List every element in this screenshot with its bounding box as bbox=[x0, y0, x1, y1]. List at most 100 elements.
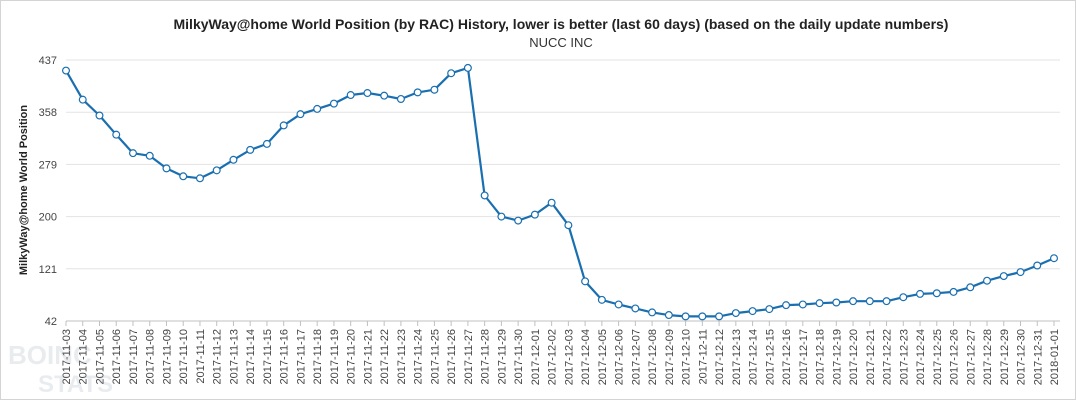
data-point bbox=[447, 69, 456, 78]
data-point bbox=[581, 277, 590, 286]
y-tick-label: 200 bbox=[39, 212, 57, 224]
svg-text:STATS: STATS bbox=[38, 371, 113, 396]
x-tick-label: 2017-12-02 bbox=[547, 329, 559, 385]
x-tick-label: 2017-11-24 bbox=[413, 329, 425, 384]
data-point bbox=[346, 91, 355, 100]
y-axis-label: MilkyWay@home World Position bbox=[18, 105, 30, 276]
chart-subtitle: NUCC INC bbox=[529, 35, 593, 50]
x-tick-label: 2017-11-23 bbox=[396, 329, 408, 384]
data-point bbox=[849, 297, 858, 306]
data-point bbox=[413, 88, 422, 97]
data-point bbox=[396, 94, 405, 103]
x-tick-label: 2017-11-29 bbox=[496, 329, 508, 384]
x-tick-label: 2017-12-27 bbox=[965, 329, 977, 385]
data-point bbox=[463, 63, 472, 72]
y-tick-label: 42 bbox=[45, 316, 57, 328]
x-tick-label: 2017-12-10 bbox=[681, 329, 693, 385]
data-point bbox=[112, 130, 121, 139]
x-tick-label: 2017-12-17 bbox=[798, 329, 810, 385]
data-point bbox=[162, 164, 171, 173]
data-point bbox=[212, 166, 221, 175]
x-tick-label: 2017-11-10 bbox=[178, 329, 190, 384]
y-tick-label: 121 bbox=[39, 264, 57, 276]
x-tick-label: 2017-11-07 bbox=[128, 329, 140, 384]
data-point bbox=[246, 145, 255, 154]
data-point bbox=[329, 99, 338, 108]
x-tick-label: 2017-12-24 bbox=[915, 329, 927, 385]
data-point bbox=[798, 300, 807, 309]
data-point bbox=[648, 308, 657, 317]
x-tick-label: 2017-11-12 bbox=[212, 329, 224, 384]
chart-title: MilkyWay@home World Position (by RAC) Hi… bbox=[173, 16, 949, 32]
y-tick-label: 437 bbox=[39, 55, 57, 67]
data-point bbox=[363, 89, 372, 98]
data-point bbox=[832, 298, 841, 307]
x-tick-label: 2017-11-08 bbox=[145, 329, 157, 384]
x-tick-label: 2017-12-31 bbox=[1032, 329, 1044, 385]
x-tick-label: 2017-11-04 bbox=[78, 329, 90, 384]
data-point bbox=[983, 276, 992, 285]
y-axis: 42 121 200 279 358 437 bbox=[39, 55, 57, 328]
x-tick-label: 2017-12-07 bbox=[630, 329, 642, 385]
x-tick-label: 2017-12-25 bbox=[932, 329, 944, 385]
x-tick-label: 2017-12-04 bbox=[580, 329, 592, 385]
data-point bbox=[882, 297, 891, 306]
x-tick-label: 2017-11-13 bbox=[228, 329, 240, 384]
x-tick-label: 2017-12-03 bbox=[563, 329, 575, 385]
data-point bbox=[999, 272, 1008, 281]
x-tick-label: 2017-12-29 bbox=[999, 329, 1011, 385]
data-point bbox=[480, 191, 489, 200]
x-tick-label: 2017-11-21 bbox=[362, 329, 374, 384]
x-tick-label: 2017-12-01 bbox=[530, 329, 542, 385]
x-tick-label: 2017-12-22 bbox=[882, 329, 894, 385]
data-point bbox=[815, 299, 824, 308]
x-tick-label: 2017-11-05 bbox=[94, 329, 106, 384]
x-tick-label: 2017-11-15 bbox=[262, 329, 274, 384]
data-point bbox=[899, 293, 908, 302]
x-tick-label: 2017-11-27 bbox=[463, 329, 475, 384]
data-point bbox=[296, 110, 305, 119]
x-tick-label: 2017-12-18 bbox=[815, 329, 827, 385]
x-tick-label: 2017-12-15 bbox=[764, 329, 776, 385]
x-tick-label: 2017-12-30 bbox=[1016, 329, 1028, 385]
svg-text:BOINC: BOINC bbox=[8, 340, 92, 370]
boincstats-logo: BOINC STATS bbox=[8, 340, 113, 396]
data-point bbox=[765, 305, 774, 314]
data-point bbox=[932, 289, 941, 298]
x-tick-label: 2017-12-11 bbox=[697, 329, 709, 384]
data-point bbox=[731, 309, 740, 318]
x-tick-label: 2017-12-14 bbox=[748, 329, 760, 385]
x-tick-label: 2017-11-17 bbox=[295, 329, 307, 384]
data-point bbox=[664, 311, 673, 320]
data-point bbox=[698, 312, 707, 321]
data-point bbox=[430, 85, 439, 94]
x-tick-label: 2017-12-13 bbox=[731, 329, 743, 385]
data-point bbox=[782, 301, 791, 310]
data-point bbox=[229, 155, 238, 164]
data-point bbox=[564, 221, 573, 230]
data-point bbox=[865, 297, 874, 306]
x-tick-label: 2017-12-05 bbox=[597, 329, 609, 385]
data-point bbox=[313, 104, 322, 113]
x-tick-label: 2017-12-20 bbox=[848, 329, 860, 385]
series-line bbox=[65, 66, 1055, 318]
data-point bbox=[1033, 261, 1042, 270]
data-point bbox=[497, 212, 506, 221]
data-point bbox=[179, 172, 188, 181]
data-point bbox=[195, 174, 204, 183]
data-point bbox=[1049, 254, 1058, 263]
x-tick-label: 2017-11-09 bbox=[161, 329, 173, 384]
data-point bbox=[61, 66, 70, 75]
x-tick-label: 2017-12-16 bbox=[781, 329, 793, 385]
x-tick-label: 2017-12-12 bbox=[714, 329, 726, 385]
x-tick-label: 2017-12-19 bbox=[831, 329, 843, 385]
x-tick-label: 2017-11-19 bbox=[329, 329, 341, 384]
x-tick-label: 2017-11-18 bbox=[312, 329, 324, 384]
data-point bbox=[715, 312, 724, 321]
data-point bbox=[547, 198, 556, 207]
x-tick-label: 2017-12-06 bbox=[614, 329, 626, 385]
data-point bbox=[380, 91, 389, 100]
x-tick-label: 2017-12-08 bbox=[647, 329, 659, 385]
